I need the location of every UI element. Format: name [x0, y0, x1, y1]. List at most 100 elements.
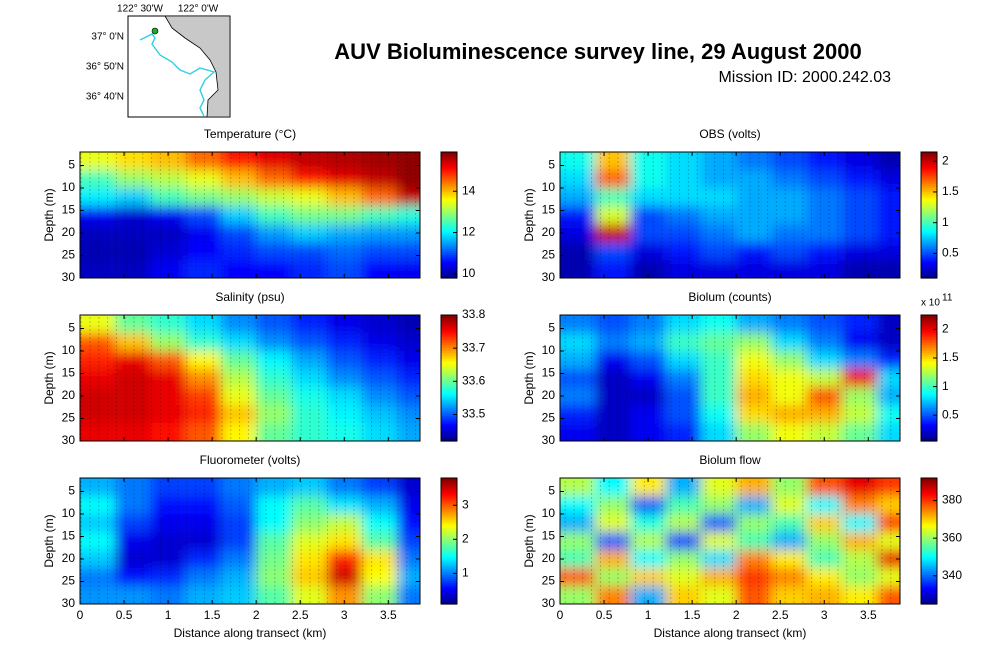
colorbar-step — [441, 228, 457, 232]
colorbar-step — [441, 479, 457, 483]
colorbar-step — [441, 177, 457, 181]
colorbar-step — [441, 421, 457, 424]
colorbar-step — [441, 232, 457, 236]
colorbar-step — [441, 276, 457, 279]
colorbar-step — [921, 328, 937, 332]
colorbar-step — [921, 483, 937, 487]
lon-label: 122° 30'W — [117, 4, 163, 15]
colorbar-step — [441, 509, 457, 513]
location-map: 122° 30'W 122° 0'W 37° 0'N 36° 50'N 36° … — [86, 4, 231, 118]
y-tick-label: 20 — [62, 551, 76, 565]
colorbar-step — [441, 525, 457, 528]
colorbar-step — [921, 334, 937, 338]
colorbar-step — [441, 199, 457, 202]
colorbar-step — [441, 544, 457, 548]
colorbar-step — [441, 236, 457, 240]
colorbar-step — [921, 175, 937, 179]
colorbar-step — [441, 318, 457, 322]
colorbar-step — [441, 503, 457, 507]
colorbar-step — [441, 224, 457, 228]
colorbar-step — [921, 552, 937, 556]
y-axis-label: Depth (m) — [42, 351, 56, 404]
colorbar-step — [921, 546, 937, 550]
colorbar-step — [921, 374, 937, 377]
colorbar-step — [921, 517, 937, 520]
colorbar-step — [441, 159, 457, 163]
y-axis-label: Depth (m) — [42, 514, 56, 567]
colorbar-step — [441, 254, 457, 257]
colorbar-step — [921, 218, 937, 222]
colorbar-step — [441, 548, 457, 552]
heatmap — [80, 152, 420, 278]
lat-label: 36° 40'N — [86, 92, 124, 103]
colorbar-step — [921, 266, 937, 269]
colorbar-step — [441, 537, 457, 540]
colorbar-step — [441, 425, 457, 428]
colorbar-step — [441, 495, 457, 499]
colorbar-step — [441, 437, 457, 440]
colorbar-step — [441, 531, 457, 534]
colorbar-step — [441, 203, 457, 206]
colorbar-step — [921, 354, 937, 357]
colorbar-step — [921, 564, 937, 568]
colorbar-tick-label: 1 — [942, 215, 949, 229]
colorbar-step — [921, 252, 937, 255]
colorbar-step — [441, 562, 457, 566]
colorbar-step — [921, 342, 937, 346]
colorbar-tick-label: 2 — [462, 531, 469, 545]
colorbar-step — [921, 366, 937, 369]
colorbar-step — [441, 328, 457, 332]
colorbar-step — [441, 501, 457, 505]
colorbar-step — [921, 539, 937, 542]
colorbar-step — [921, 566, 937, 570]
colorbar-step — [441, 362, 457, 365]
colorbar-step — [921, 429, 937, 432]
colorbar-step — [441, 527, 457, 530]
colorbar-step — [441, 171, 457, 175]
colorbar-step — [441, 248, 457, 252]
colorbar-step — [921, 544, 937, 548]
colorbar-step — [441, 155, 457, 159]
y-axis-label: Depth (m) — [522, 514, 536, 567]
colorbar-step — [921, 153, 937, 157]
colorbar-step — [441, 260, 457, 263]
y-tick-label: 5 — [548, 321, 555, 335]
colorbar-step — [441, 385, 457, 389]
colorbar-step — [921, 322, 937, 326]
colorbar-step — [921, 230, 937, 234]
colorbar-step — [921, 521, 937, 524]
colorbar-step — [441, 578, 457, 581]
colorbar-step — [921, 523, 937, 526]
colorbar-step — [441, 598, 457, 601]
colorbar-step — [441, 600, 457, 603]
colorbar-step — [921, 389, 937, 393]
colorbar-exponent: 11 — [942, 293, 953, 304]
colorbar-step — [921, 417, 937, 420]
colorbar-step — [921, 487, 937, 491]
colorbar-step — [441, 165, 457, 169]
colorbar-step — [921, 376, 937, 379]
colorbar-tick-label: 0.5 — [942, 246, 959, 260]
colorbar-step — [441, 218, 457, 222]
site — [151, 27, 159, 35]
colorbar-step — [441, 487, 457, 491]
colorbar-step — [921, 167, 937, 171]
y-tick-label: 25 — [62, 248, 76, 262]
colorbar-step — [441, 230, 457, 234]
x-tick-label: 0.5 — [596, 608, 613, 622]
colorbar-step — [441, 315, 457, 318]
colorbar-step — [921, 207, 937, 210]
y-tick-label: 30 — [62, 270, 76, 284]
colorbar-step — [921, 155, 937, 159]
colorbar-step — [441, 399, 457, 403]
colorbar-step — [921, 558, 937, 562]
colorbar-step — [441, 515, 457, 518]
colorbar-step — [921, 356, 937, 359]
colorbar-step — [441, 389, 457, 393]
y-tick-label: 15 — [542, 366, 556, 380]
colorbar-step — [921, 340, 937, 344]
colorbar-step — [921, 378, 937, 381]
colorbar-step — [921, 346, 937, 350]
sample-dots — [560, 152, 900, 278]
colorbar-step — [921, 423, 937, 426]
